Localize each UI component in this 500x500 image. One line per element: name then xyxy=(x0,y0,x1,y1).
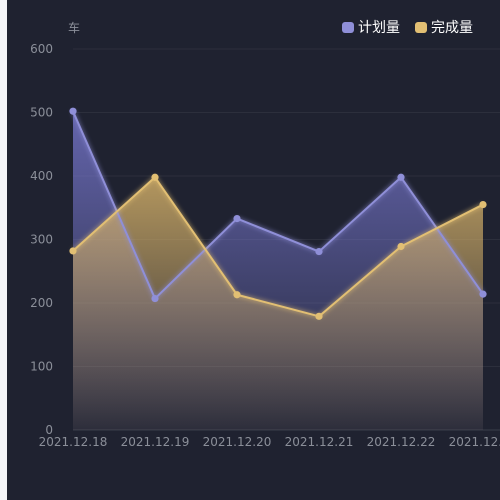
line-area-chart: 0 100 200 300 400 500 600 2021.12.18 2021.12.19… xyxy=(30,20,500,449)
data-point[interactable] xyxy=(315,312,323,320)
y-axis-ticks: 0 100 200 300 400 500 600 xyxy=(30,42,53,437)
data-point[interactable] xyxy=(69,247,77,255)
data-point[interactable] xyxy=(479,290,487,298)
y-tick-label: 200 xyxy=(30,296,53,310)
y-tick-label: 600 xyxy=(30,42,53,56)
x-tick-label: 2021.12.21 xyxy=(285,435,354,449)
y-tick-label: 0 xyxy=(45,423,53,437)
series-lines xyxy=(72,110,484,318)
legend-swatch-1[interactable] xyxy=(415,22,427,33)
series-points xyxy=(69,107,487,320)
data-point[interactable] xyxy=(233,291,241,299)
data-point[interactable] xyxy=(397,242,405,251)
data-point[interactable] xyxy=(479,200,487,209)
chart-card: 0 100 200 300 400 500 600 2021.12.18 2021.12.19… xyxy=(7,0,500,500)
data-point[interactable] xyxy=(151,294,159,303)
data-point[interactable] xyxy=(69,107,77,115)
y-tick-label: 300 xyxy=(30,233,53,247)
y-tick-label: 100 xyxy=(30,360,53,374)
series-areas xyxy=(73,111,483,430)
data-point[interactable] xyxy=(151,173,159,181)
data-point[interactable] xyxy=(233,214,241,223)
x-axis-ticks: 2021.12.18 2021.12.19 2021.12.20 2021.12.21… xyxy=(39,435,500,449)
x-tick-label: 2021.12.20 xyxy=(203,435,272,449)
y-axis-unit-label: 车 xyxy=(68,20,80,35)
x-tick-label: 2021.12.19 xyxy=(121,435,190,449)
left-edge-strip xyxy=(0,0,7,500)
y-tick-label: 400 xyxy=(30,169,53,183)
series-area-1 xyxy=(73,177,483,430)
legend: 计划量 完成量 xyxy=(342,20,473,36)
legend-label-0[interactable]: 计划量 xyxy=(358,20,400,36)
x-tick-label: 2021.12.18 xyxy=(39,435,108,449)
series-line-1 xyxy=(72,176,484,318)
series-line-0 xyxy=(72,110,484,300)
y-tick-label: 500 xyxy=(30,106,53,120)
data-point[interactable] xyxy=(315,247,323,256)
legend-swatch-0[interactable] xyxy=(342,22,354,33)
data-point[interactable] xyxy=(397,173,405,181)
x-tick-label: 2021.12.23 xyxy=(449,435,500,449)
legend-label-1[interactable]: 完成量 xyxy=(431,20,473,36)
x-tick-label: 2021.12.22 xyxy=(367,435,436,449)
